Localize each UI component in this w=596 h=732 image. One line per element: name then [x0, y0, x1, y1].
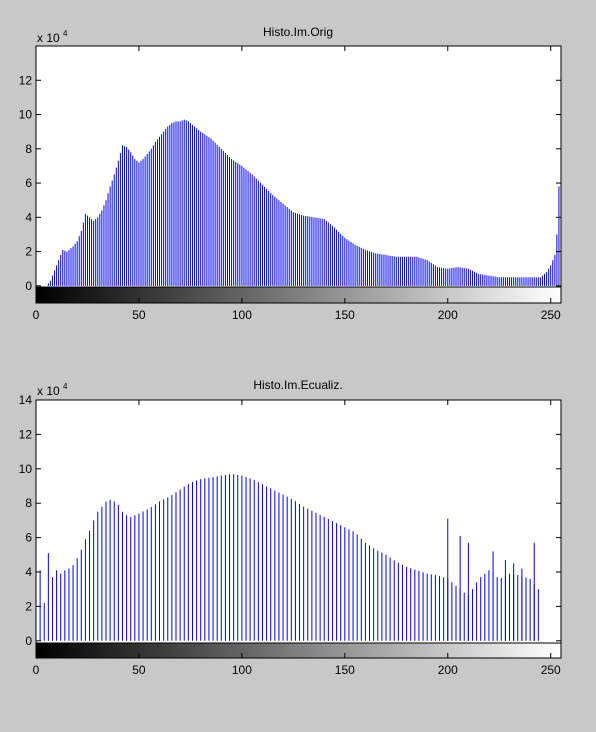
x-axis: 0 50 100 150 200 250: [33, 46, 561, 322]
x-tick-label: 50: [132, 663, 146, 677]
y-tick-label: 4: [25, 210, 32, 224]
colorbar: [36, 642, 561, 658]
y-tick-label: 14: [19, 393, 33, 407]
y-tick-label: 12: [19, 73, 33, 87]
y-exponent-power: 4: [63, 382, 68, 391]
colorbar: [36, 286, 561, 303]
x-tick-label: 150: [335, 663, 355, 677]
x-tick-label: 100: [232, 308, 252, 322]
y-tick-label: 2: [25, 245, 32, 259]
x-tick-label: 100: [232, 663, 252, 677]
x-tick-label: 0: [33, 308, 40, 322]
y-tick-label: 2: [25, 599, 32, 613]
y-tick-label: 10: [19, 462, 33, 476]
x-tick-label: 200: [438, 663, 458, 677]
y-tick-label: 8: [25, 496, 32, 510]
y-exponent-power: 4: [63, 29, 68, 38]
y-axis: 0 2 4 6 8 10 12 14: [19, 393, 561, 648]
y-tick-label: 0: [25, 279, 32, 293]
y-tick-label: 6: [25, 176, 32, 190]
x-tick-label: 0: [33, 663, 40, 677]
y-tick-label: 0: [25, 634, 32, 648]
axes-frame: [35, 399, 562, 659]
x-tick-label: 50: [132, 308, 146, 322]
y-exponent-base: x 10: [37, 31, 60, 45]
y-tick-label: 12: [19, 427, 33, 441]
x-tick-label: 250: [541, 663, 561, 677]
histogram-equalized: Histo.Im.Ecualiz. x 10 4 0 2 4 6 8 10 12 14 0 50…: [19, 378, 562, 677]
grayscale-bar: [36, 643, 561, 658]
x-tick-label: 200: [438, 308, 458, 322]
y-exponent-label: x 10 4: [37, 382, 68, 398]
y-exponent-base: x 10: [37, 384, 60, 398]
y-tick-label: 8: [25, 142, 32, 156]
plot-title: Histo.Im.Orig: [263, 25, 333, 39]
y-exponent-label: x 10 4: [37, 29, 68, 45]
x-tick-label: 150: [335, 308, 355, 322]
y-tick-label: 6: [25, 531, 32, 545]
histogram-stems: [47, 46, 562, 286]
histogram-original: Histo.Im.Orig x 10 4 0 2 4 6 8 10 12 0 50 100 150…: [19, 25, 562, 322]
y-tick-label: 10: [19, 108, 33, 122]
plot-title: Histo.Im.Ecualiz.: [253, 378, 342, 392]
y-axis: 0 2 4 6 8 10 12: [19, 73, 561, 293]
axes-frame: [35, 45, 562, 304]
grayscale-bar: [36, 287, 561, 303]
axes-background: [36, 46, 561, 287]
y-tick-label: 4: [25, 565, 32, 579]
axes-background: [36, 400, 561, 643]
x-tick-label: 250: [541, 308, 561, 322]
x-axis: 0 50 100 150 200 250: [33, 400, 561, 677]
